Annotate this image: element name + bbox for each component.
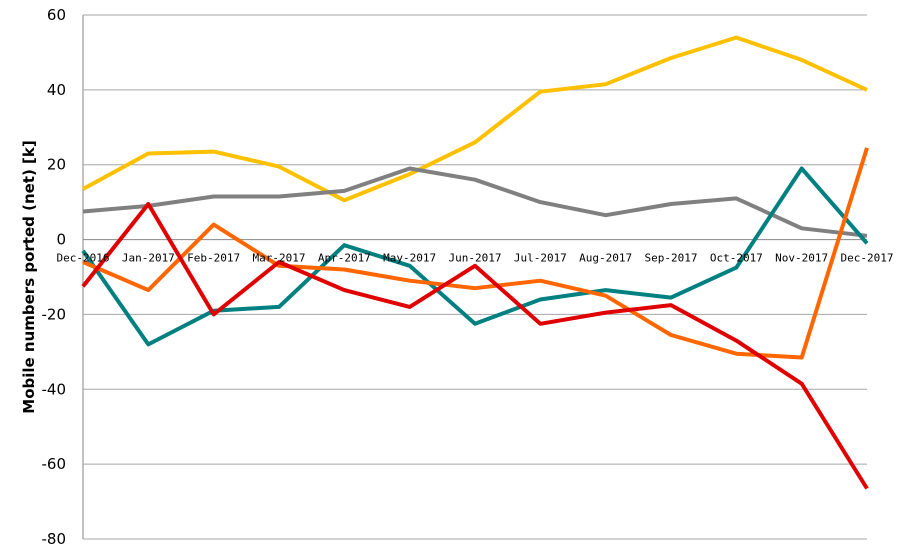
x-tick-label: May-2017 — [383, 252, 436, 265]
x-tick-label: Apr-2017 — [318, 252, 371, 265]
y-tick-label: -60 — [42, 455, 67, 473]
series-lines — [81, 35, 869, 490]
series-line-4 — [82, 147, 869, 360]
y-tick-labels: 60 40 20 0 -20 -40 -60 -80 — [42, 6, 67, 548]
x-tick-labels: Dec-2016 Jan-2017 Feb-2017 Mar-2017 Apr-2017… — [57, 252, 894, 265]
y-tick-label: -80 — [42, 530, 67, 548]
y-tick-label: 40 — [47, 81, 66, 99]
x-tick-label: Aug-2017 — [579, 252, 632, 265]
gridlines — [82, 14, 867, 540]
x-tick-label: Jun-2017 — [449, 252, 502, 265]
series-line-2 — [82, 166, 868, 238]
x-tick-label: Dec-2016 — [57, 252, 110, 265]
x-tick-label: Dec-2017 — [841, 252, 894, 265]
y-tick-label: 60 — [47, 6, 66, 24]
y-tick-label: 0 — [56, 231, 66, 249]
x-tick-label: Jul-2017 — [514, 252, 567, 265]
series-line-5 — [81, 202, 869, 490]
y-tick-label: 20 — [47, 156, 66, 174]
series-line-1 — [82, 35, 868, 203]
x-tick-label: Feb-2017 — [187, 252, 240, 265]
x-tick-label: Nov-2017 — [775, 252, 828, 265]
x-tick-label: Jan-2017 — [122, 252, 175, 265]
x-tick-label: Sep-2017 — [645, 252, 698, 265]
y-tick-label: -40 — [42, 380, 67, 398]
y-tick-label: -20 — [42, 305, 67, 323]
x-tick-label: Oct-2017 — [710, 252, 763, 265]
x-tick-label: Mar-2017 — [253, 252, 306, 265]
y-axis-label: Mobile numbers ported (net) [k] — [20, 140, 38, 413]
